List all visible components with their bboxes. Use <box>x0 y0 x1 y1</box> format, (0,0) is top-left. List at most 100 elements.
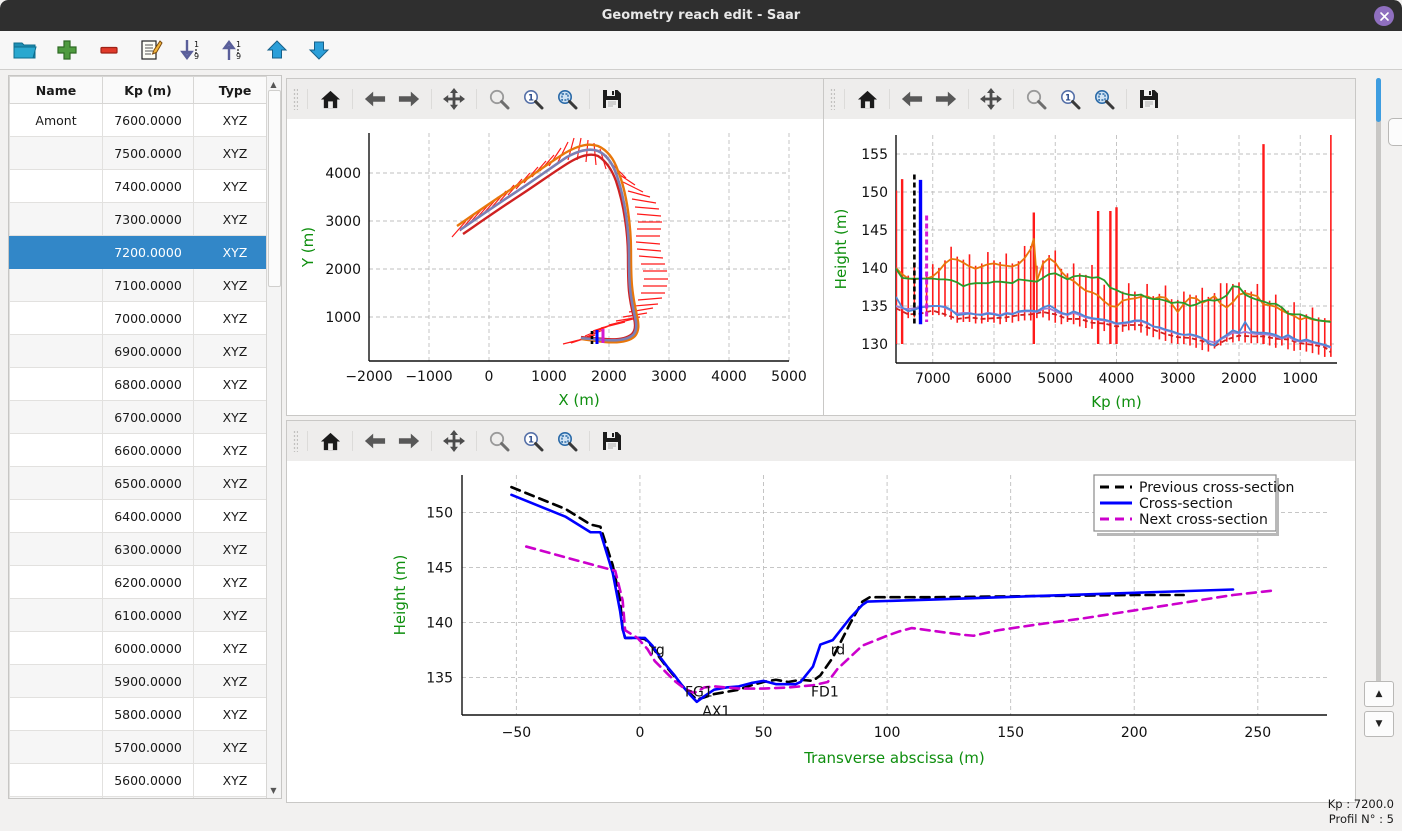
column-header-kp[interactable]: Kp (m) <box>102 76 194 104</box>
open-folder-button[interactable] <box>10 36 40 64</box>
toolbar-grip[interactable] <box>293 430 298 452</box>
svg-text:150: 150 <box>997 725 1024 741</box>
zoom-out-button[interactable] <box>482 84 516 114</box>
scroll-down-icon[interactable]: ▼ <box>270 785 277 795</box>
forward-button[interactable] <box>929 84 963 114</box>
pan-button[interactable] <box>437 426 471 456</box>
table-row[interactable]: 6300.0000 XYZ <box>9 532 277 566</box>
table-row[interactable]: 6600.0000 XYZ <box>9 433 277 467</box>
zoom-out-button[interactable] <box>1019 84 1053 114</box>
sort-descending-button[interactable]: 1 9 <box>178 36 208 64</box>
longitudinal-profile-svg: 130 135 140 145 150 155 7000 6000 5000 4000 3000 20… <box>832 135 1337 411</box>
table-row[interactable]: 5900.0000 XYZ <box>9 664 277 698</box>
row-name <box>9 631 103 665</box>
profile-down-button[interactable]: ▼ <box>1364 711 1394 737</box>
status-bar: Kp : 7200.0 Profil N° : 5 <box>1328 797 1394 827</box>
save-button[interactable] <box>595 426 629 456</box>
row-kp: 7500.0000 <box>102 136 194 170</box>
table-row[interactable]: 7400.0000 XYZ <box>9 169 277 203</box>
slider-handle[interactable] <box>1388 118 1402 146</box>
svg-text:140: 140 <box>861 261 888 277</box>
table-row[interactable]: 6900.0000 XYZ <box>9 334 277 368</box>
table-row[interactable]: 5600.0000 XYZ <box>9 763 277 797</box>
home-button[interactable] <box>313 426 347 456</box>
zoom-rect-button[interactable] <box>550 426 584 456</box>
table-row[interactable]: 6500.0000 XYZ <box>9 466 277 500</box>
toolbar-grip[interactable] <box>293 88 298 110</box>
move-up-button[interactable] <box>262 36 292 64</box>
svg-text:2000: 2000 <box>325 262 361 278</box>
row-name <box>9 598 103 632</box>
zoom-reset-button[interactable]: 1 <box>516 84 550 114</box>
row-name <box>9 202 103 236</box>
edit-button[interactable] <box>136 36 166 64</box>
scroll-up-icon[interactable]: ▲ <box>270 79 277 89</box>
back-button[interactable] <box>358 426 392 456</box>
annotation-fd1: FD1 <box>811 684 839 700</box>
table-row[interactable]: 6200.0000 XYZ <box>9 565 277 599</box>
table-row[interactable]: 6800.0000 XYZ <box>9 367 277 401</box>
cross-section-plot[interactable]: 135 140 145 150 −50 0 50 100 150 200 250 Transverse… <box>287 461 1355 802</box>
plan-view-toolbar: 1 <box>287 79 823 119</box>
save-button[interactable] <box>595 84 629 114</box>
table-row[interactable]: 6000.0000 XYZ <box>9 631 277 665</box>
home-button[interactable] <box>850 84 884 114</box>
table-row[interactable]: 5700.0000 XYZ <box>9 730 277 764</box>
toolbar-grip[interactable] <box>830 88 835 110</box>
back-button[interactable] <box>358 84 392 114</box>
status-profile: Profil N° : 5 <box>1328 812 1394 826</box>
add-button[interactable] <box>52 36 82 64</box>
longitudinal-profile-plot[interactable]: 130 135 140 145 150 155 7000 6000 5000 4000 3000 20… <box>824 119 1355 415</box>
svg-text:1000: 1000 <box>1282 371 1318 387</box>
row-name <box>9 400 103 434</box>
zoom-out-button[interactable] <box>482 426 516 456</box>
plan-view-plot[interactable]: 4000 3000 2000 1000 −2000 −1000 0 1000 2000 3… <box>287 119 823 415</box>
table-row[interactable]: 6700.0000 XYZ <box>9 400 277 434</box>
row-type: XYZ <box>193 136 277 170</box>
row-type: XYZ <box>193 664 277 698</box>
column-header-name[interactable]: Name <box>9 76 103 104</box>
profile-slider[interactable] <box>1376 78 1402 685</box>
svg-text:2000: 2000 <box>591 369 627 385</box>
table-row[interactable]: 7500.0000 XYZ <box>9 136 277 170</box>
plan-view-svg: 4000 3000 2000 1000 −2000 −1000 0 1000 2000 3… <box>299 133 807 409</box>
profile-up-button[interactable]: ▲ <box>1364 681 1394 707</box>
row-name <box>9 268 103 302</box>
zoom-reset-button[interactable]: 1 <box>516 426 550 456</box>
legend-label: Next cross-section <box>1139 512 1268 528</box>
table-row[interactable]: 7000.0000 XYZ <box>9 301 277 335</box>
table-scrollbar[interactable]: ▲ ▼ <box>266 76 281 798</box>
row-type: XYZ <box>193 499 277 533</box>
table-row[interactable]: 6400.0000 XYZ <box>9 499 277 533</box>
table-row[interactable]: 7300.0000 XYZ <box>9 202 277 236</box>
home-button[interactable] <box>313 84 347 114</box>
svg-text:1: 1 <box>528 435 534 445</box>
table-row[interactable]: 7200.0000 XYZ <box>9 235 277 269</box>
pan-button[interactable] <box>974 84 1008 114</box>
profiles-table[interactable]: Name Kp (m) Type Amont 7600.0000 XYZ 7500.0… <box>9 76 277 798</box>
forward-button[interactable] <box>392 426 426 456</box>
zoom-rect-button[interactable] <box>1087 84 1121 114</box>
zoom-reset-button[interactable]: 1 <box>1053 84 1087 114</box>
table-row[interactable]: 5800.0000 XYZ <box>9 697 277 731</box>
table-row[interactable]: 6100.0000 XYZ <box>9 598 277 632</box>
row-type: XYZ <box>193 532 277 566</box>
move-down-button[interactable] <box>304 36 334 64</box>
svg-text:Kp (m): Kp (m) <box>1091 393 1141 411</box>
svg-text:150: 150 <box>426 505 453 521</box>
back-button[interactable] <box>895 84 929 114</box>
close-icon[interactable] <box>1374 6 1394 26</box>
save-button[interactable] <box>1132 84 1166 114</box>
sort-ascending-button[interactable]: 1 9 <box>220 36 250 64</box>
table-row[interactable]: Amont 7600.0000 XYZ <box>9 103 277 137</box>
row-name <box>9 136 103 170</box>
table-row[interactable]: 7100.0000 XYZ <box>9 268 277 302</box>
remove-button[interactable] <box>94 36 124 64</box>
column-header-type[interactable]: Type <box>193 76 277 104</box>
pan-button[interactable] <box>437 84 471 114</box>
scrollbar-thumb[interactable] <box>268 90 281 287</box>
forward-button[interactable] <box>392 84 426 114</box>
zoom-rect-button[interactable] <box>550 84 584 114</box>
row-type: XYZ <box>193 763 277 797</box>
